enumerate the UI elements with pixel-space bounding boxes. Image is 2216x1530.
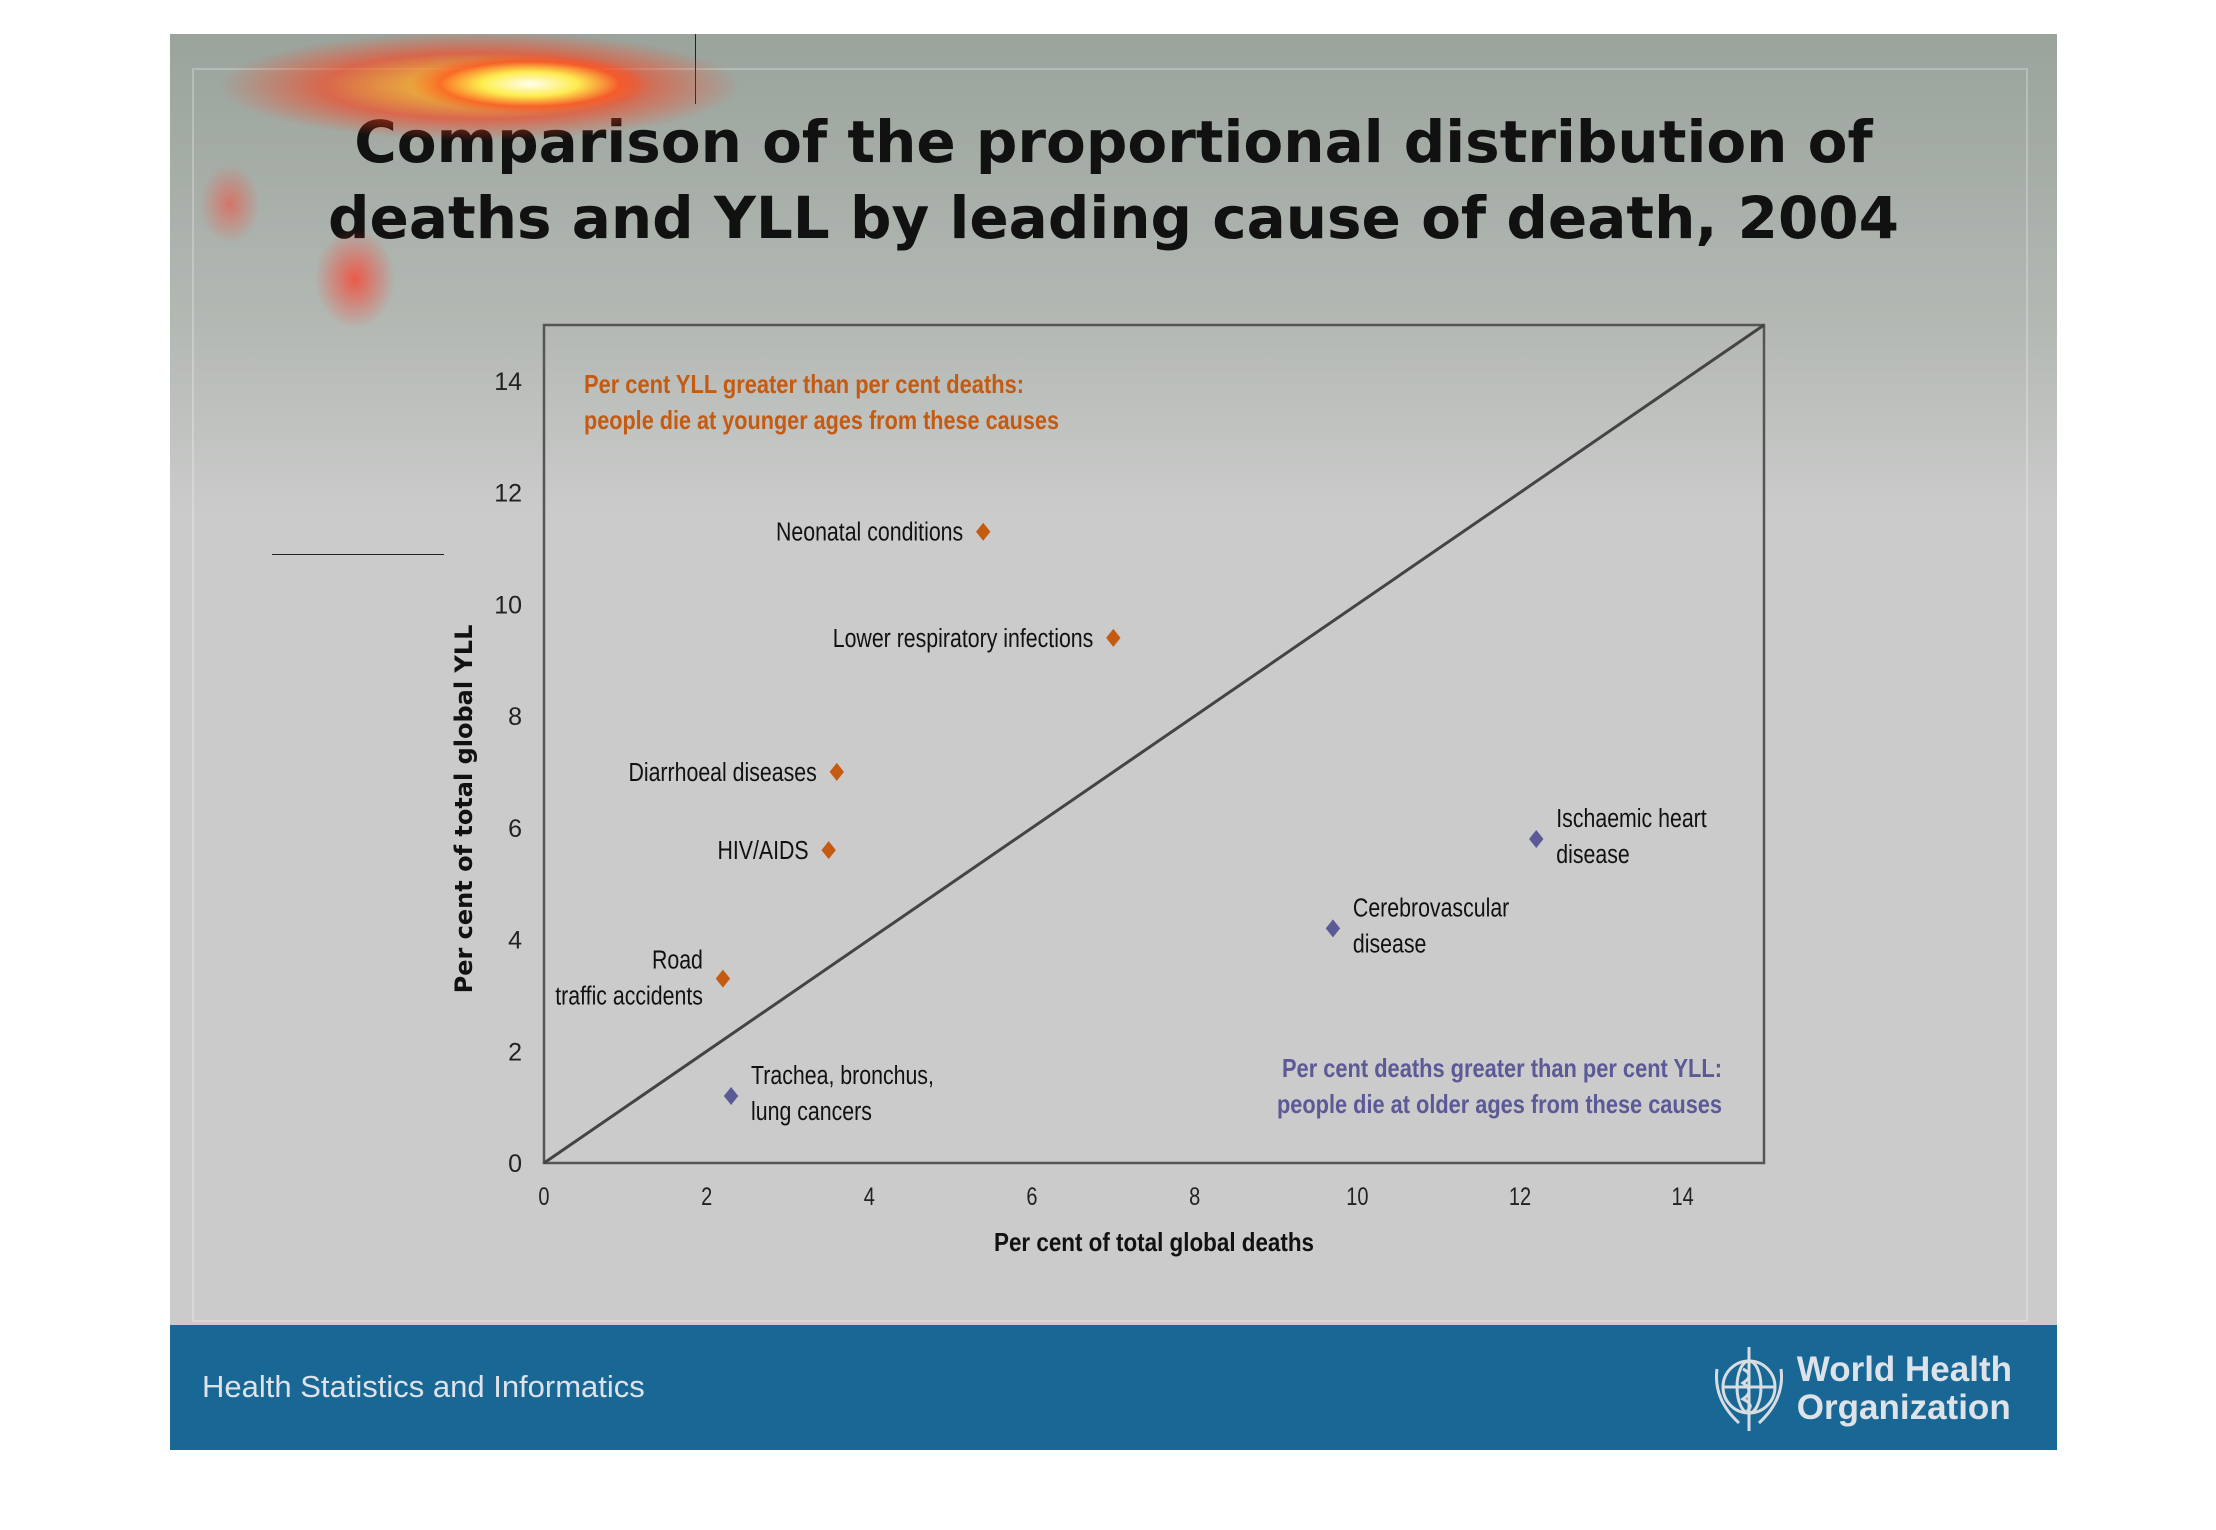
annotation-older: Per cent deaths greater than per cent YL… bbox=[1282, 1053, 1722, 1083]
data-point-marker bbox=[1325, 919, 1341, 938]
data-point-marker bbox=[976, 522, 991, 541]
x-tick-label: 6 bbox=[1026, 1183, 1037, 1211]
x-tick-label: 10 bbox=[1346, 1183, 1368, 1211]
x-tick-label: 0 bbox=[538, 1183, 549, 1211]
annotation-younger: Per cent YLL greater than per cent death… bbox=[584, 369, 1024, 399]
footer-bar: Health Statistics and Informatics World … bbox=[170, 1325, 2057, 1450]
data-point-marker bbox=[1529, 829, 1544, 848]
y-tick-label: 0 bbox=[508, 1150, 522, 1178]
x-tick-label: 14 bbox=[1672, 1183, 1694, 1211]
data-point-marker bbox=[715, 969, 731, 988]
who-emblem-icon bbox=[1714, 1347, 1783, 1431]
data-point-label: HIV/AIDS bbox=[717, 836, 808, 866]
reference-line-y-equals-x bbox=[543, 323, 1765, 1165]
data-point-marker bbox=[829, 762, 844, 781]
data-point-label: Cerebrovascular bbox=[1353, 893, 1509, 923]
y-tick-label: 12 bbox=[494, 480, 522, 508]
x-axis-label: Per cent of total global deaths bbox=[994, 1227, 1314, 1257]
data-point-marker bbox=[821, 841, 836, 860]
data-point-label: Road bbox=[652, 946, 703, 976]
logo-text-line-1: World Health bbox=[1796, 1350, 2012, 1389]
data-point-label: disease bbox=[1556, 840, 1629, 870]
y-axis-label: Per cent of total global YLL bbox=[450, 625, 478, 994]
data-point-label: lung cancers bbox=[751, 1097, 872, 1127]
data-point-label: Diarrhoeal diseases bbox=[628, 758, 816, 788]
x-tick-label: 12 bbox=[1509, 1183, 1531, 1211]
data-point-label: traffic accidents bbox=[555, 982, 703, 1012]
who-name: World Health Organization bbox=[1797, 1351, 2012, 1427]
data-point-label: Lower respiratory infections bbox=[833, 624, 1094, 654]
slide-frame bbox=[192, 68, 2028, 1322]
data-point-label: Ischaemic heart bbox=[1556, 804, 1707, 834]
y-tick-label: 10 bbox=[494, 591, 522, 619]
y-tick-label: 8 bbox=[508, 703, 522, 731]
plot-area bbox=[542, 323, 1766, 1165]
data-point-label: disease bbox=[1353, 929, 1426, 959]
logo-text-line-2: Organization bbox=[1796, 1388, 2011, 1427]
x-tick-label: 4 bbox=[864, 1183, 875, 1211]
data-point-label: Trachea, bronchus, bbox=[751, 1061, 934, 1091]
data-point-marker bbox=[1106, 628, 1121, 647]
footer-text: Health Statistics and Informatics bbox=[202, 1369, 645, 1404]
who-logo: World Health Organization bbox=[1709, 1339, 2012, 1439]
y-tick-label: 4 bbox=[508, 927, 522, 955]
data-point-marker bbox=[723, 1086, 739, 1105]
annotation-younger: people die at younger ages from these ca… bbox=[584, 405, 1059, 435]
divider-line bbox=[272, 554, 444, 555]
data-point-label: Neonatal conditions bbox=[776, 518, 963, 548]
x-tick-label: 2 bbox=[701, 1183, 712, 1211]
x-tick-label: 8 bbox=[1189, 1183, 1200, 1211]
y-tick-label: 2 bbox=[508, 1038, 522, 1066]
y-tick-label: 14 bbox=[494, 368, 522, 396]
annotation-older: people die at older ages from these caus… bbox=[1277, 1089, 1722, 1119]
slide: Comparison of the proportional distribut… bbox=[170, 34, 2057, 1450]
y-tick-label: 6 bbox=[508, 815, 522, 843]
